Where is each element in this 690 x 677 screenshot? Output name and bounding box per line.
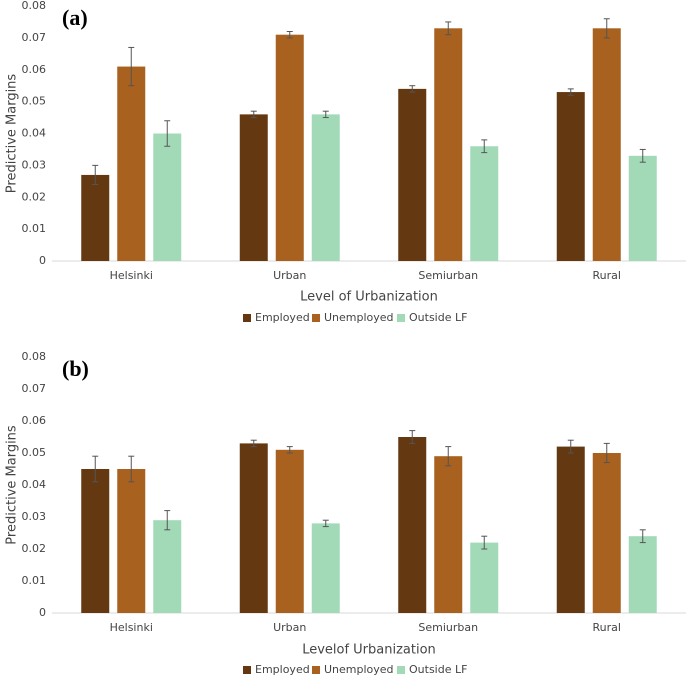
error-bar [128, 455, 135, 483]
panel-label: (a) [62, 5, 88, 30]
y-tick-label: 0.07 [22, 382, 47, 395]
bar [470, 146, 499, 261]
error-bar [445, 446, 452, 467]
x-axis-title: Level of Urbanization [300, 290, 438, 305]
error-bar [92, 164, 99, 185]
bar [311, 114, 340, 261]
error-bar [128, 46, 135, 87]
error-bar [567, 88, 574, 96]
bar [434, 456, 463, 613]
bar [628, 155, 657, 261]
legend-label: Employed [255, 663, 310, 676]
x-tick-label: Urban [273, 269, 306, 282]
bar [153, 133, 182, 261]
error-bar [286, 31, 293, 39]
error-bar [481, 139, 488, 154]
error-bar [250, 439, 257, 448]
x-tick-label: Semiurban [418, 269, 478, 282]
bar [275, 449, 304, 613]
error-bar [567, 439, 574, 454]
legend-swatch [243, 314, 251, 322]
error-bar [409, 430, 416, 444]
y-tick-label: 0.08 [22, 350, 47, 363]
bar [239, 114, 268, 261]
legend-label: Unemployed [324, 311, 394, 324]
bar [556, 92, 585, 261]
bar [81, 174, 110, 261]
x-tick-label: Semiurban [418, 621, 478, 634]
x-tick-label: Helsinki [110, 621, 153, 634]
y-tick-label: 0.06 [22, 414, 47, 427]
legend-swatch [397, 666, 405, 674]
y-tick-label: 0 [39, 254, 46, 267]
bar [239, 443, 268, 613]
error-bar [603, 18, 610, 39]
y-tick-label: 0.05 [22, 95, 47, 108]
x-tick-label: Rural [593, 621, 621, 634]
bar [81, 469, 110, 613]
bar [470, 542, 499, 613]
error-bar [250, 110, 257, 119]
legend-label: Outside LF [409, 311, 467, 324]
error-bar [322, 110, 329, 119]
y-tick-label: 0.04 [22, 127, 47, 140]
bar [434, 28, 463, 261]
error-bar [164, 120, 171, 147]
y-tick-label: 0.01 [22, 222, 47, 235]
legend-swatch [312, 666, 320, 674]
error-bar [322, 519, 329, 528]
x-tick-label: Helsinki [110, 269, 153, 282]
error-bar [164, 510, 171, 531]
error-bar [92, 455, 99, 483]
bar [398, 437, 427, 613]
legend-swatch [243, 666, 251, 674]
y-tick-label: 0.02 [22, 542, 47, 555]
y-tick-label: 0.06 [22, 63, 47, 76]
x-axis-title: Levelof Urbanization [302, 643, 436, 658]
y-axis-title: Predictive Margins [5, 425, 20, 545]
y-tick-label: 0.03 [22, 510, 47, 523]
y-tick-label: 0.02 [22, 190, 47, 203]
legend-label: Unemployed [324, 663, 394, 676]
legend-label: Outside LF [409, 663, 467, 676]
error-bar [639, 148, 646, 163]
x-tick-label: Rural [593, 269, 621, 282]
bar [398, 88, 427, 261]
bar [117, 66, 146, 261]
error-bar [445, 21, 452, 36]
legend-swatch [397, 314, 405, 322]
error-bar [481, 535, 488, 550]
bar [311, 523, 340, 613]
y-tick-label: 0.01 [22, 574, 47, 587]
bar [117, 469, 146, 613]
y-tick-label: 0.03 [22, 158, 47, 171]
y-tick-label: 0.05 [22, 446, 47, 459]
bar [592, 28, 621, 261]
legend-label: Employed [255, 311, 310, 324]
y-tick-label: 0.07 [22, 31, 47, 44]
x-tick-label: Urban [273, 621, 306, 634]
panel-label: (b) [62, 356, 89, 381]
bar [592, 453, 621, 613]
error-bar [603, 442, 610, 464]
y-tick-label: 0.08 [22, 0, 47, 12]
bar [153, 520, 182, 613]
bar [628, 536, 657, 613]
bar [275, 34, 304, 261]
bar [556, 446, 585, 613]
y-axis-title: Predictive Margins [5, 74, 20, 194]
y-tick-label: 0 [39, 606, 46, 619]
legend-swatch [312, 314, 320, 322]
y-tick-label: 0.04 [22, 478, 47, 491]
error-bar [639, 529, 646, 544]
error-bar [409, 85, 416, 93]
error-bar [286, 446, 293, 454]
